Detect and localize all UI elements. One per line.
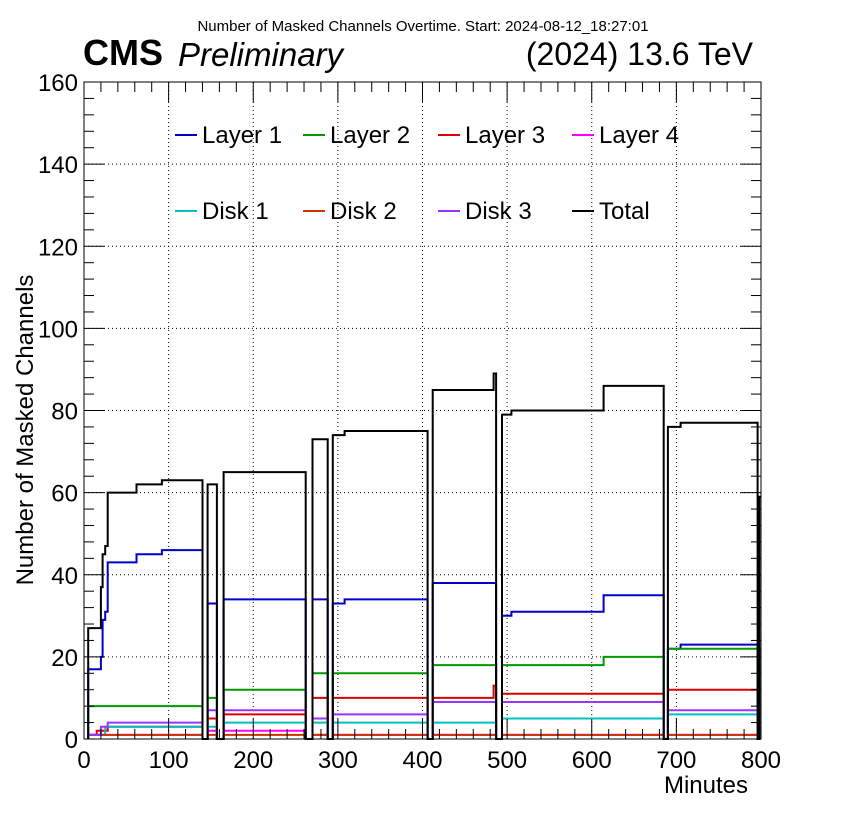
y-tick-label: 100 bbox=[38, 316, 78, 343]
y-tick-label: 160 bbox=[38, 70, 78, 97]
x-tick-label: 800 bbox=[741, 747, 781, 774]
y-tick-label: 140 bbox=[38, 152, 78, 179]
chart-title: Number of Masked Channels Overtime. Star… bbox=[197, 18, 649, 35]
status-label: Preliminary bbox=[178, 36, 344, 73]
legend-label-disk-1: Disk 1 bbox=[202, 198, 269, 225]
legend-label-total: Total bbox=[599, 198, 650, 225]
series-line-layer-1 bbox=[87, 549, 759, 740]
x-tick-label: 400 bbox=[402, 747, 442, 774]
legend: Layer 1 Layer 2 Layer 3 Layer 4 Disk 1 Disk 2… bbox=[175, 122, 679, 225]
x-tick-label: 600 bbox=[572, 747, 612, 774]
series-line-total bbox=[87, 372, 761, 740]
grid bbox=[84, 82, 761, 739]
axes: 0 100 200 300 400 500 600 700 800 0 20 40 60 80 100 120… bbox=[38, 70, 781, 774]
y-axis-title: Number of Masked Channels bbox=[12, 274, 39, 586]
energy-label: (2024) 13.6 TeV bbox=[525, 36, 753, 72]
experiment-label: CMS bbox=[83, 32, 163, 73]
legend-label-disk-3: Disk 3 bbox=[465, 198, 532, 225]
x-tick-label: 100 bbox=[149, 747, 189, 774]
y-tick-label: 40 bbox=[51, 563, 78, 590]
x-tick-label: 200 bbox=[233, 747, 273, 774]
y-tick-label: 60 bbox=[51, 481, 78, 508]
legend-label-disk-2: Disk 2 bbox=[330, 198, 397, 225]
legend-label-layer-4: Layer 4 bbox=[599, 122, 679, 149]
legend-label-layer-1: Layer 1 bbox=[202, 122, 282, 149]
legend-label-layer-3: Layer 3 bbox=[465, 122, 545, 149]
x-tick-label: 300 bbox=[318, 747, 358, 774]
series-line-disk-3 bbox=[87, 701, 759, 740]
series-group bbox=[87, 372, 761, 740]
x-tick-label: 500 bbox=[487, 747, 527, 774]
y-tick-label: 120 bbox=[38, 234, 78, 261]
x-tick-label: 700 bbox=[656, 747, 696, 774]
x-axis-title: Minutes bbox=[663, 772, 748, 799]
y-tick-label: 0 bbox=[65, 727, 78, 754]
x-tick-label: 0 bbox=[77, 747, 90, 774]
y-tick-label: 20 bbox=[51, 645, 78, 672]
y-tick-label: 80 bbox=[51, 399, 78, 426]
legend-label-layer-2: Layer 2 bbox=[330, 122, 410, 149]
